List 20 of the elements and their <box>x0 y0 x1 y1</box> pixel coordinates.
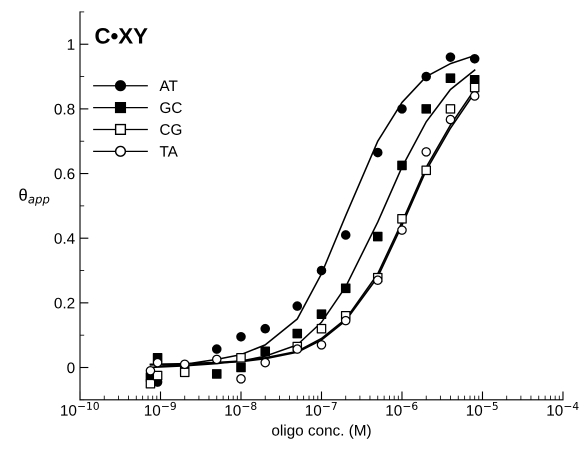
y-tick-label: 0 <box>67 362 75 374</box>
x-tick-label: 10$^{−6}$ <box>386 402 418 416</box>
x-axis-title: oligo conc. (M) <box>272 424 371 439</box>
legend-label: AT <box>159 80 178 92</box>
y-tick-label: 0.8 <box>54 104 74 115</box>
legend-label: TA <box>160 146 178 157</box>
y-axis-title: θ$_{app}$ <box>19 188 50 206</box>
x-tick-label: 10$^{−10}$ <box>61 402 99 416</box>
y-tick-label: 0.4 <box>54 233 75 244</box>
y-tick-label: 1 <box>68 39 74 50</box>
x-tick-label: 10$^{−5}$ <box>466 402 498 416</box>
text: C•XY <box>95 28 148 44</box>
legend-label: GC <box>160 102 182 114</box>
x-tick-label: 10$^{−7}$ <box>306 402 337 416</box>
y-tick-label: 0.6 <box>54 168 74 180</box>
y-tick-label: 0.2 <box>54 298 74 309</box>
x-tick-label: 10$^{−8}$ <box>225 402 256 416</box>
x-tick-label: 10$^{−9}$ <box>144 402 176 416</box>
legend-label: CG <box>160 124 182 135</box>
x-tick-label: 10$^{−4}$ <box>547 402 579 416</box>
